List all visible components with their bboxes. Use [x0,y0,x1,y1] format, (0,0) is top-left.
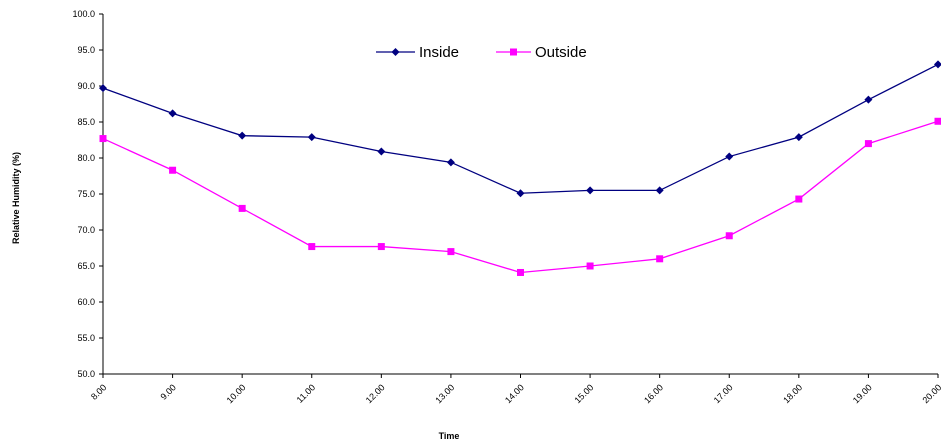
data-point-outside [864,140,872,148]
x-tick-label: 10.00 [225,382,248,405]
series-line-inside [102,63,939,194]
legend-marker-outside [510,48,517,56]
data-point-outside [934,117,941,125]
x-tick-label: 9.00 [159,382,178,401]
x-tick-label: 15.00 [572,382,595,405]
x-tick-label: 18.00 [781,382,804,405]
data-point-outside [795,195,803,203]
x-tick-label: 12.00 [364,382,387,405]
legend: Inside Outside [376,44,587,61]
legend-marker-inside [391,48,400,56]
y-tick-label: 95.0 [77,45,95,55]
x-tick-label: 14.00 [503,382,526,405]
data-point-inside [516,189,525,198]
data-point-outside [99,135,107,143]
x-tick-label: 17.00 [712,382,735,405]
y-tick-label: 80.0 [77,153,95,163]
x-axis-title: Time [439,431,460,441]
data-point-inside [307,133,316,142]
y-tick-label: 85.0 [77,117,95,127]
data-point-outside [377,243,385,251]
y-axis-title: Relative Humidity (%) [11,152,21,244]
data-point-outside [725,232,733,240]
y-tick-label: 60.0 [77,297,95,307]
data-point-outside [656,255,664,263]
x-tick-label: 20.00 [920,382,941,405]
data-point-outside [586,262,594,270]
data-point-inside [238,131,247,140]
data-point-outside [238,204,246,212]
x-tick-label: 16.00 [642,382,665,405]
x-tick-label: 11.00 [295,382,318,405]
data-point-inside [168,109,177,118]
x-tick-label: 19.00 [851,382,874,405]
data-point-inside [934,60,941,69]
data-point-outside [517,268,524,276]
y-tick-label: 100.0 [72,9,95,19]
data-point-outside [169,166,177,174]
data-point-outside [447,248,455,256]
data-point-inside [377,147,386,156]
data-point-outside [308,243,316,251]
y-tick-label: 70.0 [77,225,95,235]
data-point-inside [99,84,107,93]
y-tick-label: 90.0 [77,81,95,91]
y-tick-label: 65.0 [77,261,95,271]
data-point-inside [655,186,664,195]
legend-label-outside: Outside [535,44,587,61]
data-point-inside [446,158,455,167]
legend-label-inside: Inside [419,44,459,61]
y-tick-label: 50.0 [77,369,95,379]
x-tick-label: 13.00 [433,382,456,405]
data-point-inside [794,133,803,142]
data-point-inside [586,186,595,195]
data-point-inside [725,152,734,161]
y-tick-label: 75.0 [77,189,95,199]
x-tick-label: 8.00 [89,382,108,401]
y-tick-label: 55.0 [77,333,95,343]
data-point-inside [864,95,873,104]
plot-area: 50.0 55.0 60.0 65.0 70.0 75.0 80.0 85.0 90.0 95.0… [72,9,941,405]
